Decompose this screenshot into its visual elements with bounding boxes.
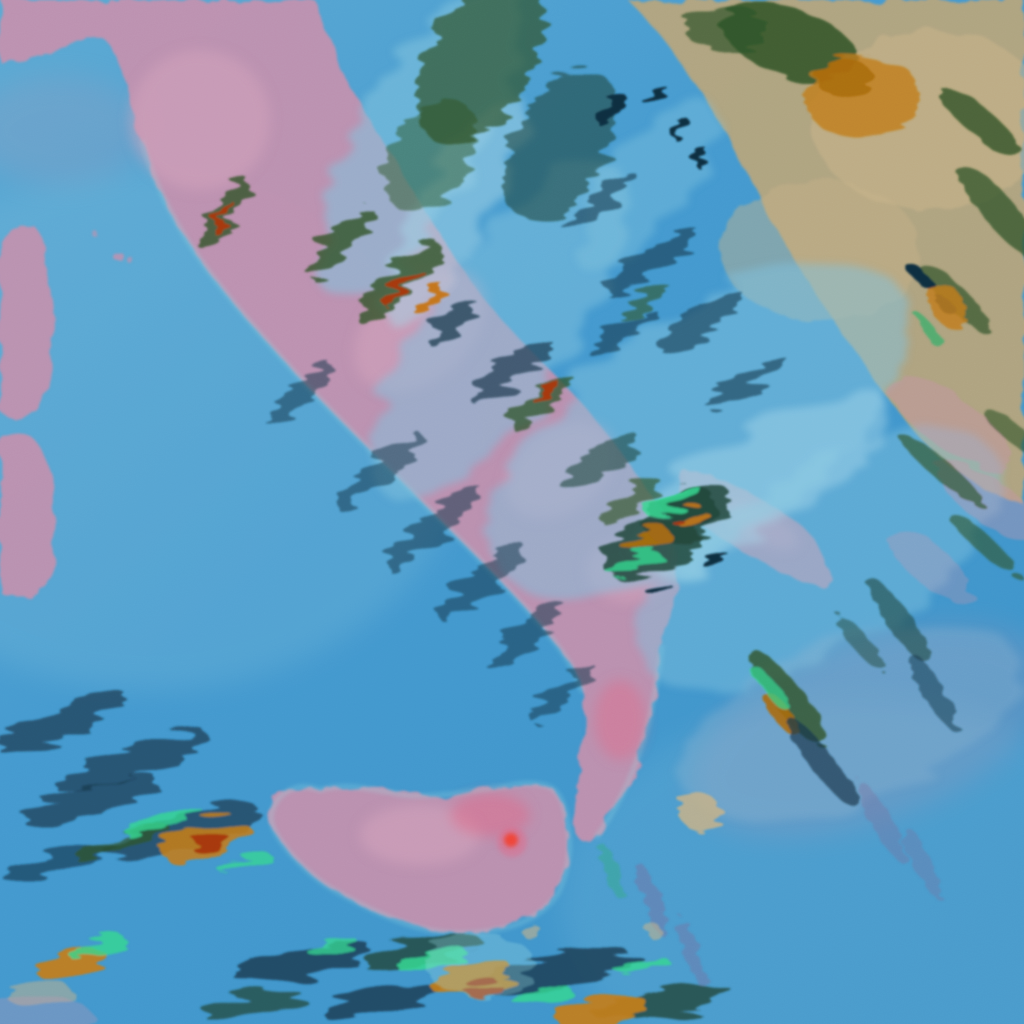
- satellite-image: [0, 0, 1024, 1024]
- film-grain-overlay: [0, 0, 1024, 1024]
